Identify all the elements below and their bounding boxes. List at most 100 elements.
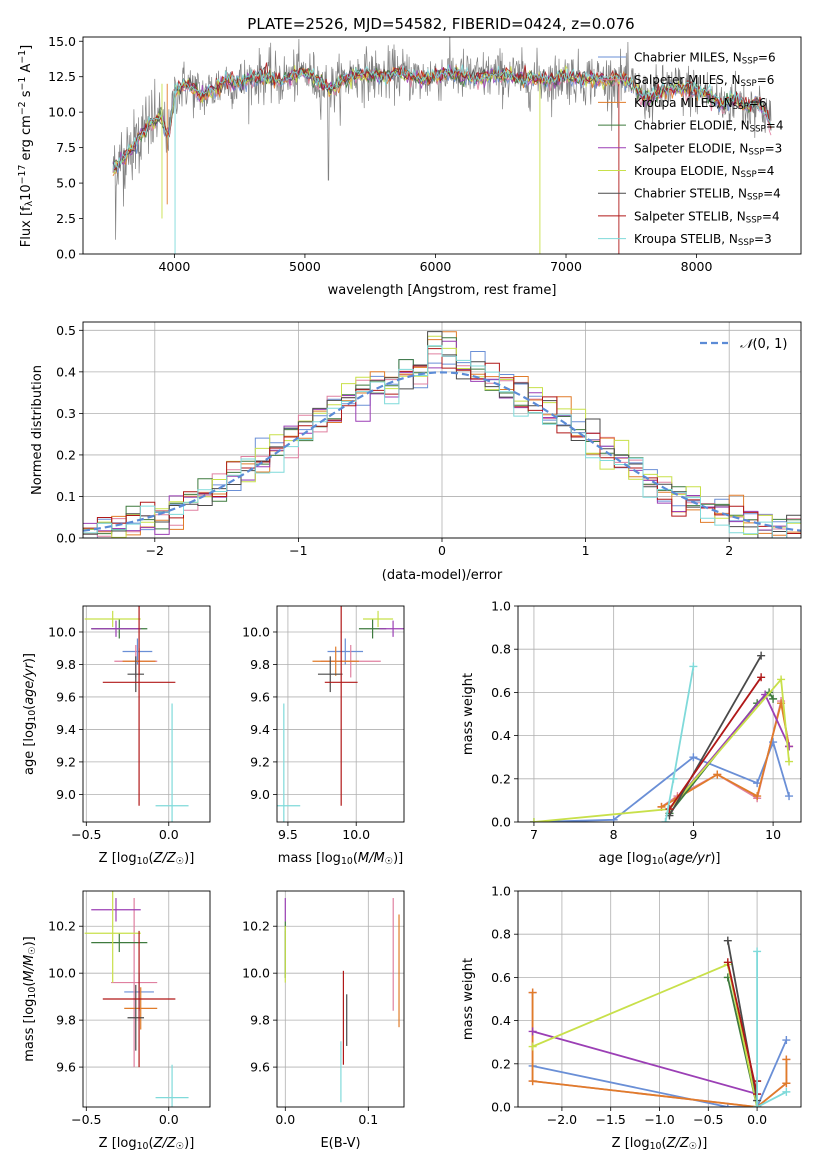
weight-marker bbox=[785, 757, 794, 766]
y-tick-label: 9.6 bbox=[56, 1060, 76, 1075]
weight-marker bbox=[529, 818, 538, 822]
weight-marker bbox=[785, 792, 794, 801]
y-tick-label: 9.0 bbox=[56, 787, 76, 802]
legend-label: Salpeter ELODIE, NSSP=3 bbox=[634, 141, 782, 157]
y-tick-label: 9.2 bbox=[56, 754, 76, 769]
y-tick-label: 9.2 bbox=[250, 754, 270, 769]
histogram-salpeter_stelib bbox=[83, 348, 801, 538]
model-spectrum-salpeter_stelib bbox=[112, 62, 772, 171]
x-tick-label: 4000 bbox=[158, 259, 190, 274]
weight-marker bbox=[528, 1042, 537, 1051]
panel-weight_vs_z: −2.0 −1.5 −1.0 −0.5 0.0 0.0 0.2 0.4 0.6 0.8 1.0 Z [… bbox=[461, 884, 802, 1152]
y-tick-label: 9.0 bbox=[250, 787, 270, 802]
y-tick-label: 0.4 bbox=[491, 728, 511, 743]
y-tick-label: 9.8 bbox=[250, 1013, 270, 1028]
y-tick-label: 9.4 bbox=[250, 722, 270, 737]
x-tick-label: 0.1 bbox=[358, 1112, 378, 1127]
weight-marker bbox=[713, 770, 722, 779]
panel-age_vs_z: −0.5 0.0 9.0 9.2 9.4 9.6 9.8 10.0 Z [log10(Z/Z☉)… bbox=[22, 605, 211, 867]
axes-frame bbox=[82, 321, 802, 539]
weight-line-salpeter_elodie bbox=[532, 1030, 758, 1107]
x-axis-label: Z [log10(Z/Z☉)] bbox=[99, 851, 195, 867]
weight-marker bbox=[528, 1077, 537, 1086]
weight-marker bbox=[723, 958, 732, 967]
y-tick-label: 10.0 bbox=[48, 966, 76, 981]
weight-marker bbox=[782, 1087, 791, 1096]
x-tick-label: −0.5 bbox=[693, 1112, 723, 1127]
weight-marker bbox=[757, 673, 766, 682]
axes-frame bbox=[276, 605, 405, 823]
weight-marker bbox=[753, 792, 762, 801]
x-axis-label: mass [log10(M/M☉)] bbox=[278, 851, 404, 867]
weight-line-chabrier_miles bbox=[533, 739, 790, 822]
y-tick-label: 0.0 bbox=[56, 531, 76, 546]
y-axis-label: age [log10(age/yr)] bbox=[22, 653, 38, 775]
weight-line-kroupa_miles bbox=[531, 992, 788, 1107]
legend-label: 𝒩(0, 1) bbox=[740, 337, 787, 352]
y-tick-label: 10.0 bbox=[48, 105, 76, 120]
weight-marker bbox=[669, 774, 678, 783]
y-tick-label: 2.5 bbox=[56, 211, 76, 226]
x-tick-label: 0.0 bbox=[159, 827, 179, 842]
y-axis-label: Flux [fλ10−17 erg cm−2 s−1 A−1] bbox=[17, 45, 36, 247]
weight-marker bbox=[609, 815, 618, 822]
weight-marker bbox=[689, 662, 698, 671]
axes-frame bbox=[517, 890, 802, 1108]
y-tick-label: 9.6 bbox=[250, 689, 270, 704]
panel-weight_vs_age: 7 8 9 10 0.0 0.2 0.4 0.6 0.8 1.0 age [log10(age/yr… bbox=[461, 599, 802, 867]
plot-area bbox=[83, 331, 801, 538]
panel-spectrum: 4000 5000 6000 7000 8000 0.0 2.5 5.0 7.5 10.0 12.5… bbox=[17, 34, 802, 298]
y-tick-label: 10.0 bbox=[48, 624, 76, 639]
y-tick-label: 1.0 bbox=[491, 884, 511, 899]
y-tick-label: 9.6 bbox=[56, 689, 76, 704]
plot-area bbox=[529, 651, 794, 822]
weight-marker bbox=[782, 1079, 791, 1088]
plot-area bbox=[112, 37, 772, 254]
plot-area bbox=[277, 606, 404, 822]
legend-label: Salpeter MILES, NSSP=6 bbox=[634, 73, 774, 89]
weight-marker bbox=[689, 753, 698, 762]
model-spectrum-kroupa_stelib bbox=[112, 64, 772, 171]
weight-line-kroupa_miles bbox=[661, 702, 790, 808]
x-axis-label: Z [log10(Z/Z☉)] bbox=[99, 1136, 195, 1152]
y-tick-label: 15.0 bbox=[48, 34, 76, 49]
y-tick-label: 9.8 bbox=[250, 657, 270, 672]
x-tick-label: 1 bbox=[582, 543, 590, 558]
histogram-chabrier_stelib bbox=[83, 331, 801, 538]
weight-marker bbox=[753, 1103, 762, 1107]
x-axis-label: E(B-V) bbox=[320, 1136, 360, 1151]
y-tick-label: 0.3 bbox=[56, 406, 76, 421]
plot-area bbox=[528, 936, 791, 1107]
x-tick-label: 2 bbox=[725, 543, 733, 558]
x-tick-label: 0.0 bbox=[159, 1112, 179, 1127]
y-tick-label: 10.2 bbox=[242, 919, 270, 934]
y-tick-label: 0.2 bbox=[56, 447, 76, 462]
weight-line-salpeter_stelib bbox=[726, 962, 758, 1095]
axes-frame bbox=[517, 605, 802, 823]
y-tick-label: 0.0 bbox=[56, 247, 76, 262]
weight-marker bbox=[782, 1036, 791, 1045]
y-tick-label: 9.8 bbox=[56, 657, 76, 672]
y-tick-label: 10.0 bbox=[242, 624, 270, 639]
x-axis-label: (data-model)/error bbox=[382, 568, 503, 583]
weight-line-kroupa_elodie bbox=[533, 677, 790, 822]
plot-area bbox=[84, 606, 189, 822]
axes-frame bbox=[82, 605, 211, 823]
weight-marker bbox=[785, 742, 794, 751]
y-tick-label: 0.2 bbox=[491, 771, 511, 786]
y-tick-label: 0.0 bbox=[491, 1100, 511, 1115]
y-tick-label: 10.0 bbox=[242, 966, 270, 981]
weight-marker bbox=[661, 818, 670, 822]
weight-marker bbox=[782, 1055, 791, 1064]
y-tick-label: 0.4 bbox=[56, 364, 76, 379]
legend-label: Chabrier ELODIE, NSSP=4 bbox=[634, 119, 783, 135]
y-tick-label: 12.5 bbox=[48, 69, 76, 84]
normal-distribution-curve bbox=[83, 371, 801, 532]
plot-area bbox=[84, 891, 189, 1107]
y-tick-label: 1.0 bbox=[491, 599, 511, 614]
y-tick-label: 9.4 bbox=[56, 722, 76, 737]
y-tick-label: 9.6 bbox=[250, 1060, 270, 1075]
weight-line-kroupa_stelib bbox=[756, 951, 787, 1107]
model-spectrum-salpeter_elodie bbox=[112, 64, 772, 171]
